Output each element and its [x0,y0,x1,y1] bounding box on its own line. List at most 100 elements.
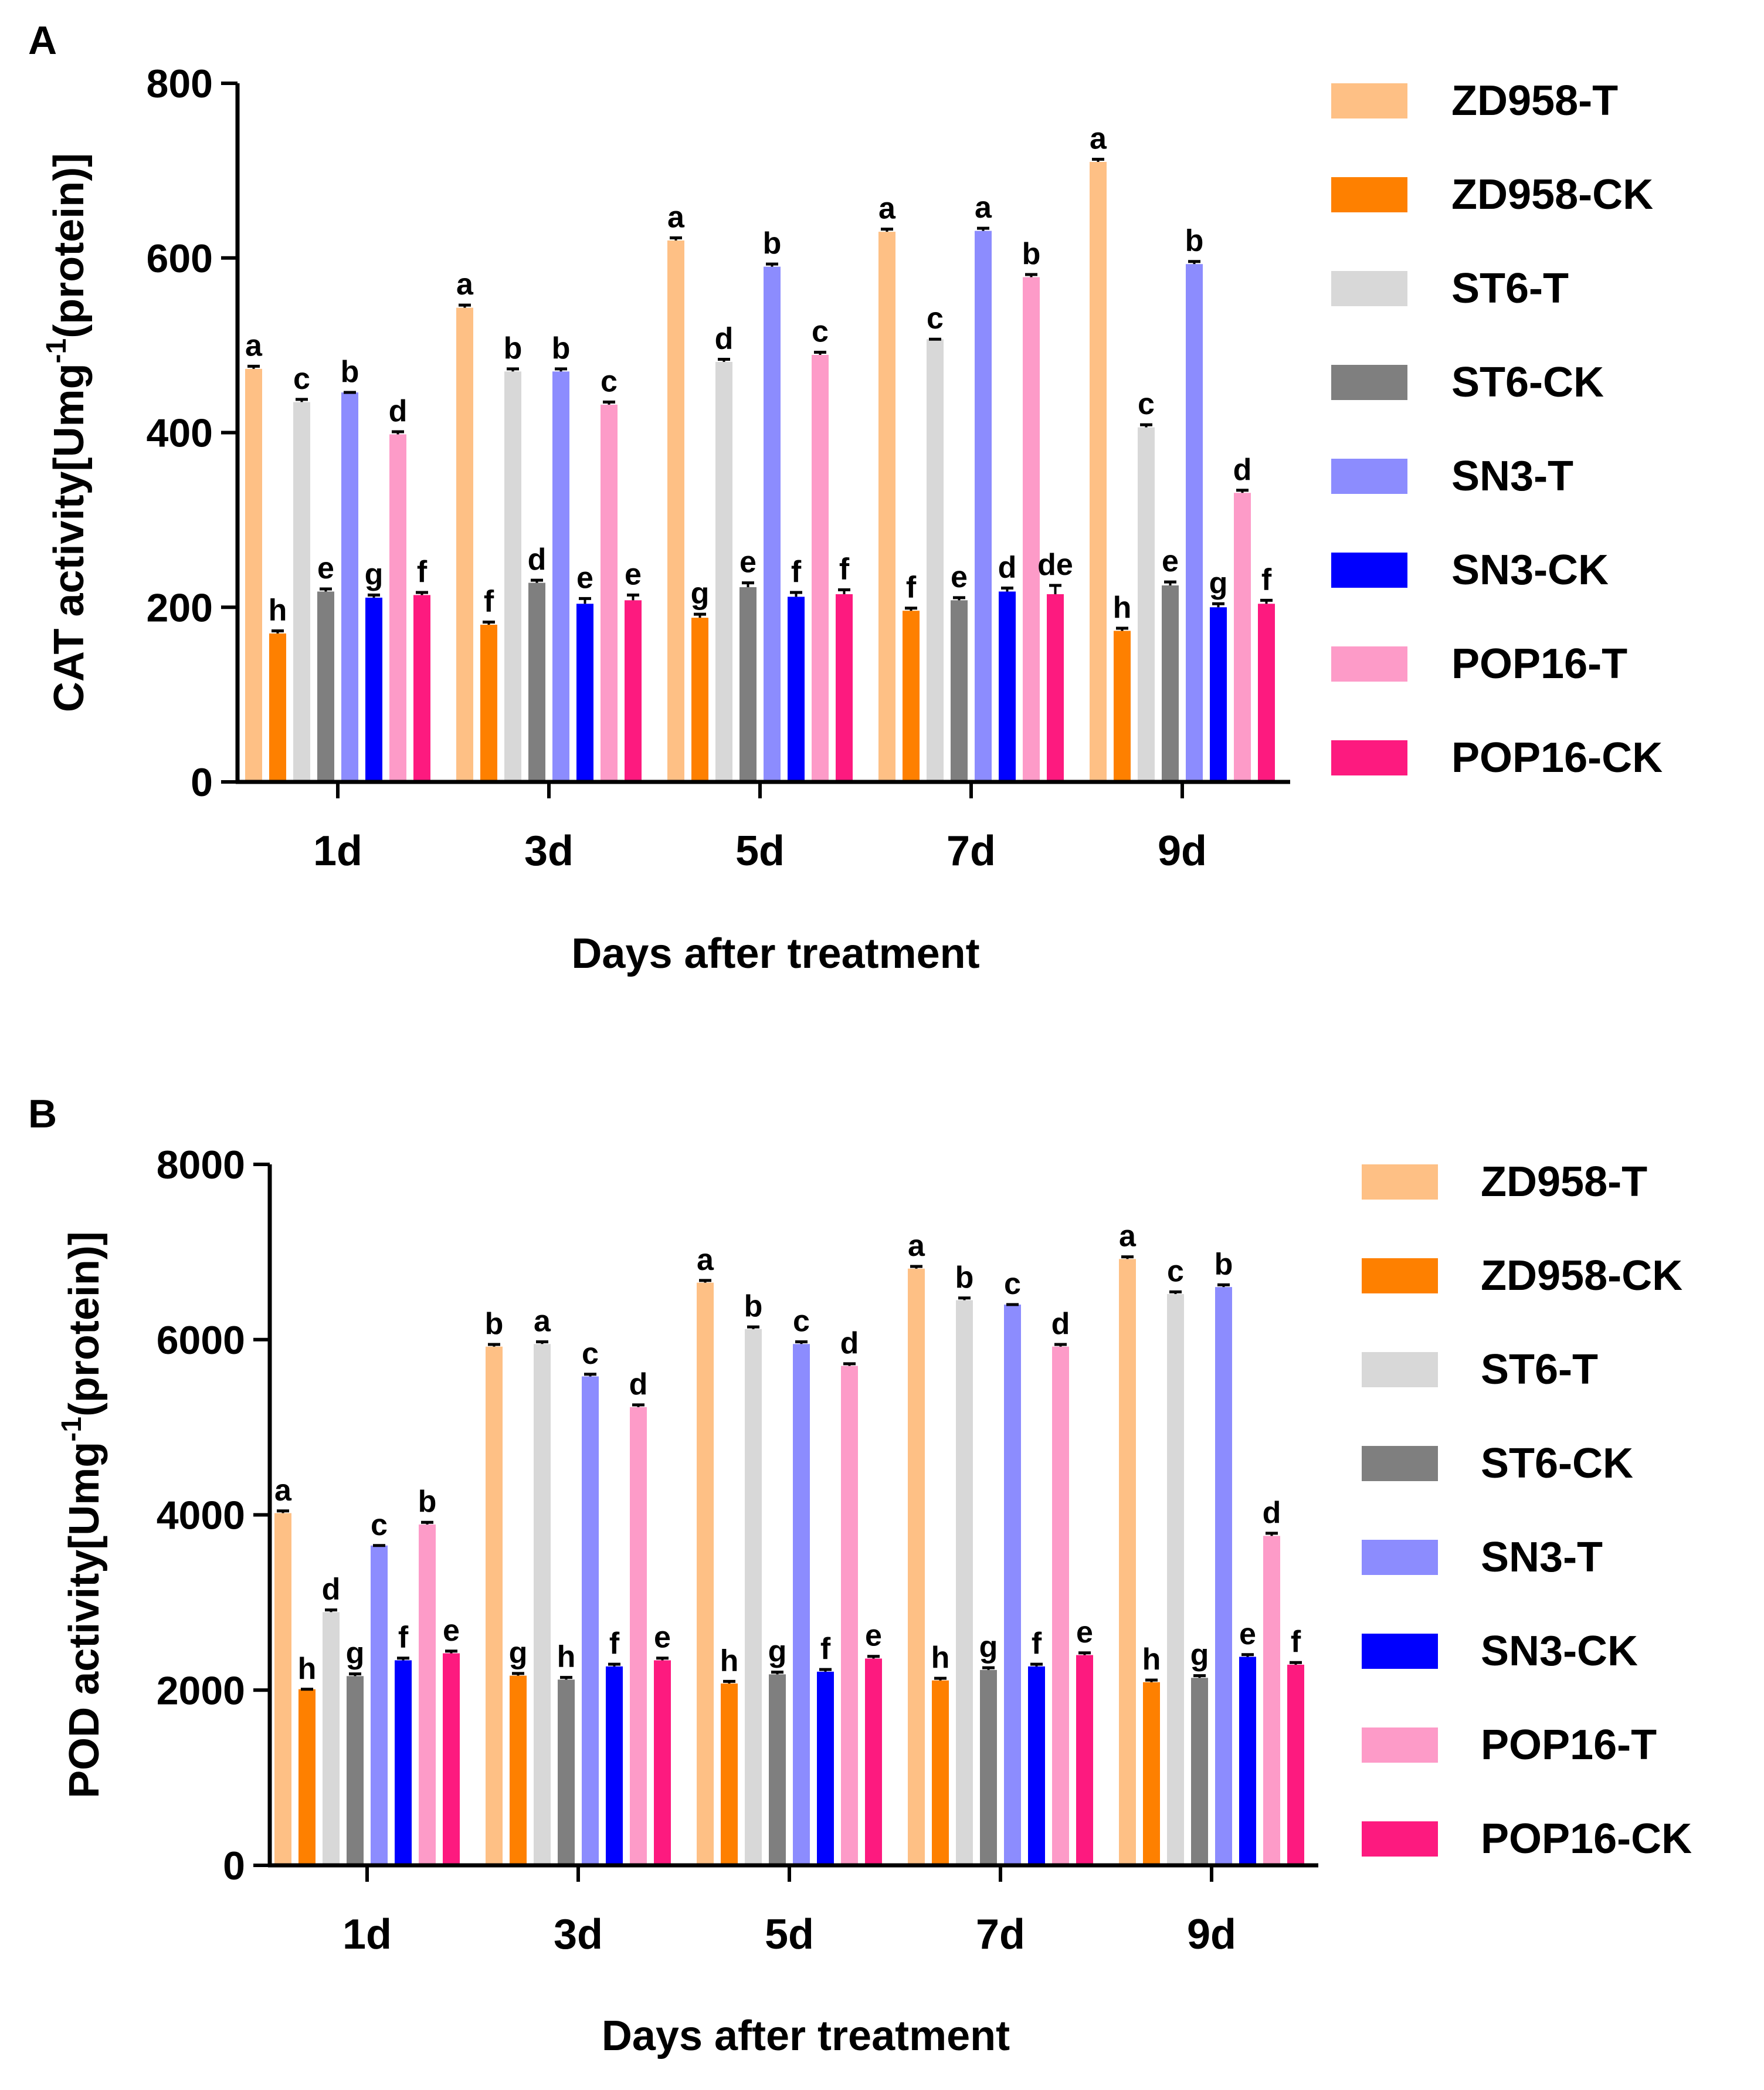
significance-letter: f [609,1627,620,1661]
significance-letter: d [715,321,734,355]
legend-swatch [1331,177,1407,212]
significance-letter: b [1215,1247,1233,1281]
significance-letter: b [485,1307,504,1341]
significance-letter: f [906,571,917,605]
bar [347,1676,364,1865]
significance-letter: c [1004,1267,1021,1301]
bar [341,392,358,782]
significance-letter: h [931,1641,950,1675]
bar [812,355,829,782]
y-axis-title: POD activity[Umg-1(protein)] [56,1231,108,1798]
x-axis-title: Days after treatment [602,2013,1010,2059]
bar [1004,1305,1021,1865]
y-axis-title-superscript: -1 [41,338,72,364]
significance-letter: g [346,1637,365,1671]
legend-entry: ST6-CK [1481,1440,1633,1487]
y-tick-label: 600 [147,236,213,281]
bar [504,371,521,782]
bar [1138,427,1155,782]
bar [558,1679,575,1865]
significance-letter: a [456,267,474,302]
bar [691,618,708,782]
legend-entry: POP16-T [1451,641,1627,687]
y-tick-label: 8000 [157,1143,245,1187]
significance-letter: h [1113,591,1132,625]
bar [534,1344,551,1865]
significance-letter: a [534,1304,551,1338]
bar [817,1671,834,1865]
legend-entry: SN3-T [1451,453,1573,500]
significance-letter: a [1090,122,1107,156]
significance-letter: f [1032,1627,1042,1661]
bar [1047,594,1064,782]
legend-entry: ZD958-CK [1451,171,1653,218]
bar [769,1674,786,1865]
legend-entry: ZD958-T [1481,1159,1647,1205]
legend-entry: SN3-CK [1451,547,1609,594]
bar [1210,607,1227,782]
bar [1162,585,1179,782]
significance-letter: b [504,331,523,365]
legend-entry: SN3-CK [1481,1628,1638,1675]
significance-letter: e [865,1619,882,1653]
x-tick-label: 7d [976,1911,1025,1958]
x-tick-label: 7d [947,828,996,875]
legend-entry: SN3-T [1481,1534,1603,1581]
bar [1076,1655,1093,1865]
significance-letter: c [371,1508,388,1542]
bar [528,582,545,782]
bar [980,1669,997,1865]
bar [956,1300,973,1865]
significance-letter: e [654,1621,671,1655]
legend-swatch [1362,1164,1438,1200]
panel-letter-b: B [28,1092,57,1136]
bar [395,1660,412,1865]
bar [1090,161,1107,782]
y-tick-label: 0 [223,1844,245,1888]
legend-entry: ST6-T [1451,265,1569,312]
bar [841,1366,858,1865]
significance-letter: d [1233,453,1252,487]
x-tick-label: 1d [313,828,362,875]
y-axis-title-main: CAT activity[Umg [46,363,93,712]
significance-letter: b [955,1261,974,1295]
y-axis-title-superscript: -1 [56,1417,87,1442]
x-tick-label: 3d [554,1911,603,1958]
bar [576,604,593,782]
y-tick-label: 0 [191,760,213,805]
significance-letter: f [791,555,802,589]
significance-letter: a [667,201,685,235]
bar [371,1545,388,1865]
significance-letter: b [744,1289,763,1323]
legend-swatch [1362,1258,1438,1293]
y-tick-label: 400 [147,411,213,456]
legend-swatch [1331,459,1407,494]
bar [903,611,920,782]
significance-letter: g [1190,1638,1209,1672]
y-tick-label: 800 [147,62,213,106]
significance-letter: de [1037,548,1073,582]
bar [365,597,382,782]
legend-swatch [1331,271,1407,306]
bar [293,402,310,782]
significance-letter: g [768,1635,787,1669]
legend-swatch [1331,553,1407,588]
bar [630,1407,647,1865]
significance-letter: g [365,557,384,591]
significance-letter: c [1167,1254,1184,1288]
bar [715,361,732,782]
bar [269,633,286,782]
significance-letter: h [557,1640,576,1674]
bar [764,266,781,782]
significance-letter: d [629,1367,648,1401]
significance-letter: c [927,302,944,336]
bar [721,1683,738,1865]
bar [836,594,853,782]
significance-letter: a [245,328,263,363]
significance-letter: d [840,1326,859,1360]
y-tick-label: 4000 [157,1493,245,1538]
bar [274,1513,291,1865]
bar [865,1658,882,1865]
significance-letter: e [951,560,968,594]
